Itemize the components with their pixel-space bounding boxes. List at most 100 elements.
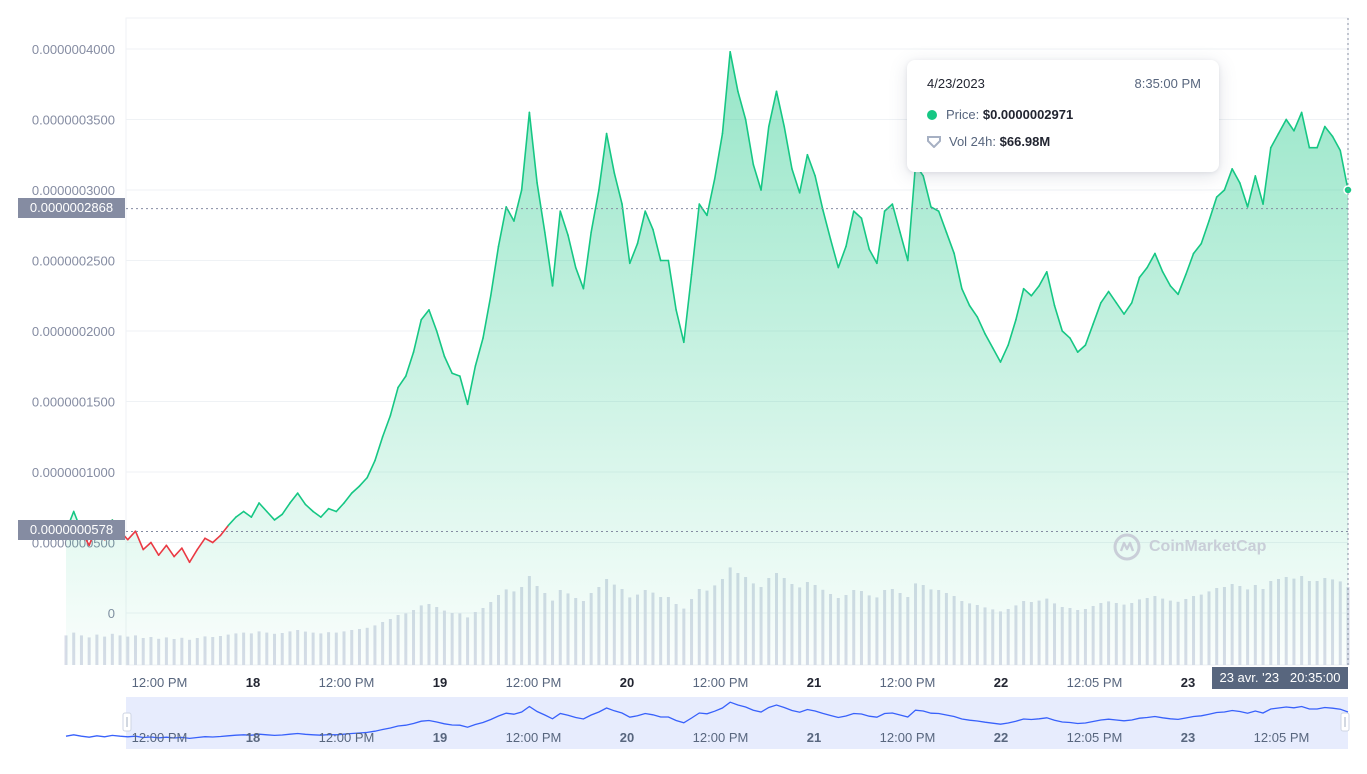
price-segment bbox=[1061, 330, 1071, 339]
price-segment bbox=[590, 189, 600, 234]
price-guide-lines bbox=[126, 18, 1349, 665]
price-segment bbox=[389, 386, 399, 417]
price-segment bbox=[644, 210, 654, 231]
x-tick-label: 22 bbox=[994, 675, 1008, 690]
price-segment bbox=[126, 530, 137, 541]
price-segment bbox=[1107, 290, 1118, 304]
price-segment bbox=[489, 245, 500, 297]
tooltip-volume-value: $66.98M bbox=[999, 134, 1051, 149]
price-segment bbox=[1262, 146, 1272, 205]
price-segment bbox=[559, 210, 569, 236]
price-segment bbox=[405, 351, 415, 377]
price-segment bbox=[497, 206, 508, 248]
price-segment bbox=[937, 210, 948, 234]
price-segment bbox=[1015, 287, 1025, 321]
price-segment bbox=[219, 524, 229, 537]
price-segment bbox=[312, 510, 322, 518]
range-navigator[interactable]: 12:00 PM 18 12:00 PM 19 12:00 PM 20 12:00 PM 21… bbox=[65, 697, 1350, 749]
price-segment bbox=[258, 502, 268, 513]
x-tick-label: 12:00 PM bbox=[880, 675, 936, 690]
price-segment bbox=[1223, 168, 1233, 191]
price-segment bbox=[706, 177, 716, 217]
price-segment bbox=[281, 502, 291, 516]
price-segment bbox=[150, 541, 160, 556]
price-segment bbox=[536, 182, 546, 234]
price-segment bbox=[1324, 125, 1334, 138]
price-segment bbox=[1100, 290, 1110, 304]
tooltip-volume-label: Vol 24h: bbox=[949, 134, 996, 149]
y-tick-label: 0.0000002500 bbox=[32, 254, 115, 269]
price-segment bbox=[899, 231, 909, 262]
price-segment bbox=[1053, 304, 1064, 332]
coinmarketcap-watermark: CoinMarketCap bbox=[1113, 533, 1266, 561]
price-segment bbox=[551, 210, 562, 287]
x-tick-label: 21 bbox=[807, 675, 821, 690]
price-segment bbox=[922, 175, 932, 208]
price-segment bbox=[196, 537, 206, 551]
tooltip-date: 4/23/2023 bbox=[927, 76, 985, 91]
price-segment bbox=[883, 203, 894, 212]
price-segment bbox=[1138, 266, 1149, 279]
price-segment bbox=[852, 210, 863, 219]
navigator-tick-label: 18 bbox=[246, 730, 260, 745]
price-segment bbox=[791, 168, 801, 194]
price-segment bbox=[1239, 182, 1249, 208]
y-tick-label: 0.0000001500 bbox=[32, 395, 115, 410]
price-segment bbox=[1169, 285, 1179, 296]
price-segment bbox=[211, 534, 222, 544]
price-segment bbox=[1084, 323, 1094, 346]
price-segment bbox=[775, 90, 786, 128]
price-segment bbox=[513, 189, 523, 222]
price-segment bbox=[227, 516, 237, 527]
price-segment bbox=[366, 459, 376, 479]
price-area-fill bbox=[66, 51, 1348, 666]
x-tick-label: 12:00 PM bbox=[319, 675, 375, 690]
price-segment bbox=[544, 231, 554, 287]
price-segment bbox=[1300, 111, 1311, 149]
price-segment bbox=[1046, 270, 1056, 307]
crosshair-date-tag: 23 avr. '23 20:35:00 bbox=[1212, 667, 1348, 689]
price-segment bbox=[767, 90, 778, 128]
price-segment bbox=[1154, 252, 1164, 273]
price-segment bbox=[528, 111, 538, 184]
price-segment bbox=[798, 153, 809, 194]
navigator-tick-label: 12:00 PM bbox=[880, 730, 936, 745]
price-segment bbox=[574, 266, 585, 290]
price-segment bbox=[845, 210, 855, 248]
price-segment bbox=[304, 503, 314, 513]
navigator-tick-label: 21 bbox=[807, 730, 821, 745]
price-segment bbox=[953, 252, 963, 290]
price-segment bbox=[505, 206, 515, 222]
price-segment bbox=[1293, 111, 1303, 132]
price-segment bbox=[984, 333, 994, 349]
price-segment bbox=[1030, 285, 1040, 297]
tooltip-price-label: Price: bbox=[946, 107, 980, 122]
price-segment bbox=[466, 365, 477, 406]
navigator-tick-label: 19 bbox=[433, 730, 447, 745]
price-segment bbox=[296, 492, 307, 506]
navigator-tick-label: 12:00 PM bbox=[693, 730, 749, 745]
price-segment bbox=[443, 355, 453, 375]
price-segment bbox=[1277, 118, 1288, 135]
price-segment bbox=[945, 231, 955, 255]
tooltip-volume-row: Vol 24h: $66.98M bbox=[927, 134, 1050, 149]
price-segment bbox=[265, 510, 276, 521]
price-segment bbox=[420, 309, 430, 321]
tooltip-price-value: $0.0000002971 bbox=[982, 107, 1074, 122]
x-tick-label: 19 bbox=[433, 675, 447, 690]
price-segment bbox=[876, 210, 886, 265]
navigator-tick-label: 12:00 PM bbox=[132, 730, 188, 745]
price-area bbox=[66, 51, 1348, 666]
price-segment bbox=[451, 372, 461, 377]
price-segment bbox=[1161, 270, 1172, 287]
price-segment bbox=[721, 51, 731, 135]
price-segment bbox=[652, 228, 662, 262]
open-price-tag: 0.0000000578 bbox=[18, 520, 125, 540]
price-segment bbox=[1192, 242, 1203, 255]
price-segment bbox=[1123, 301, 1133, 315]
price-segment bbox=[327, 507, 338, 513]
price-segment bbox=[636, 210, 647, 245]
navigator-tick-label: 20 bbox=[620, 730, 634, 745]
x-tick-label: 12:05 PM bbox=[1067, 675, 1123, 690]
